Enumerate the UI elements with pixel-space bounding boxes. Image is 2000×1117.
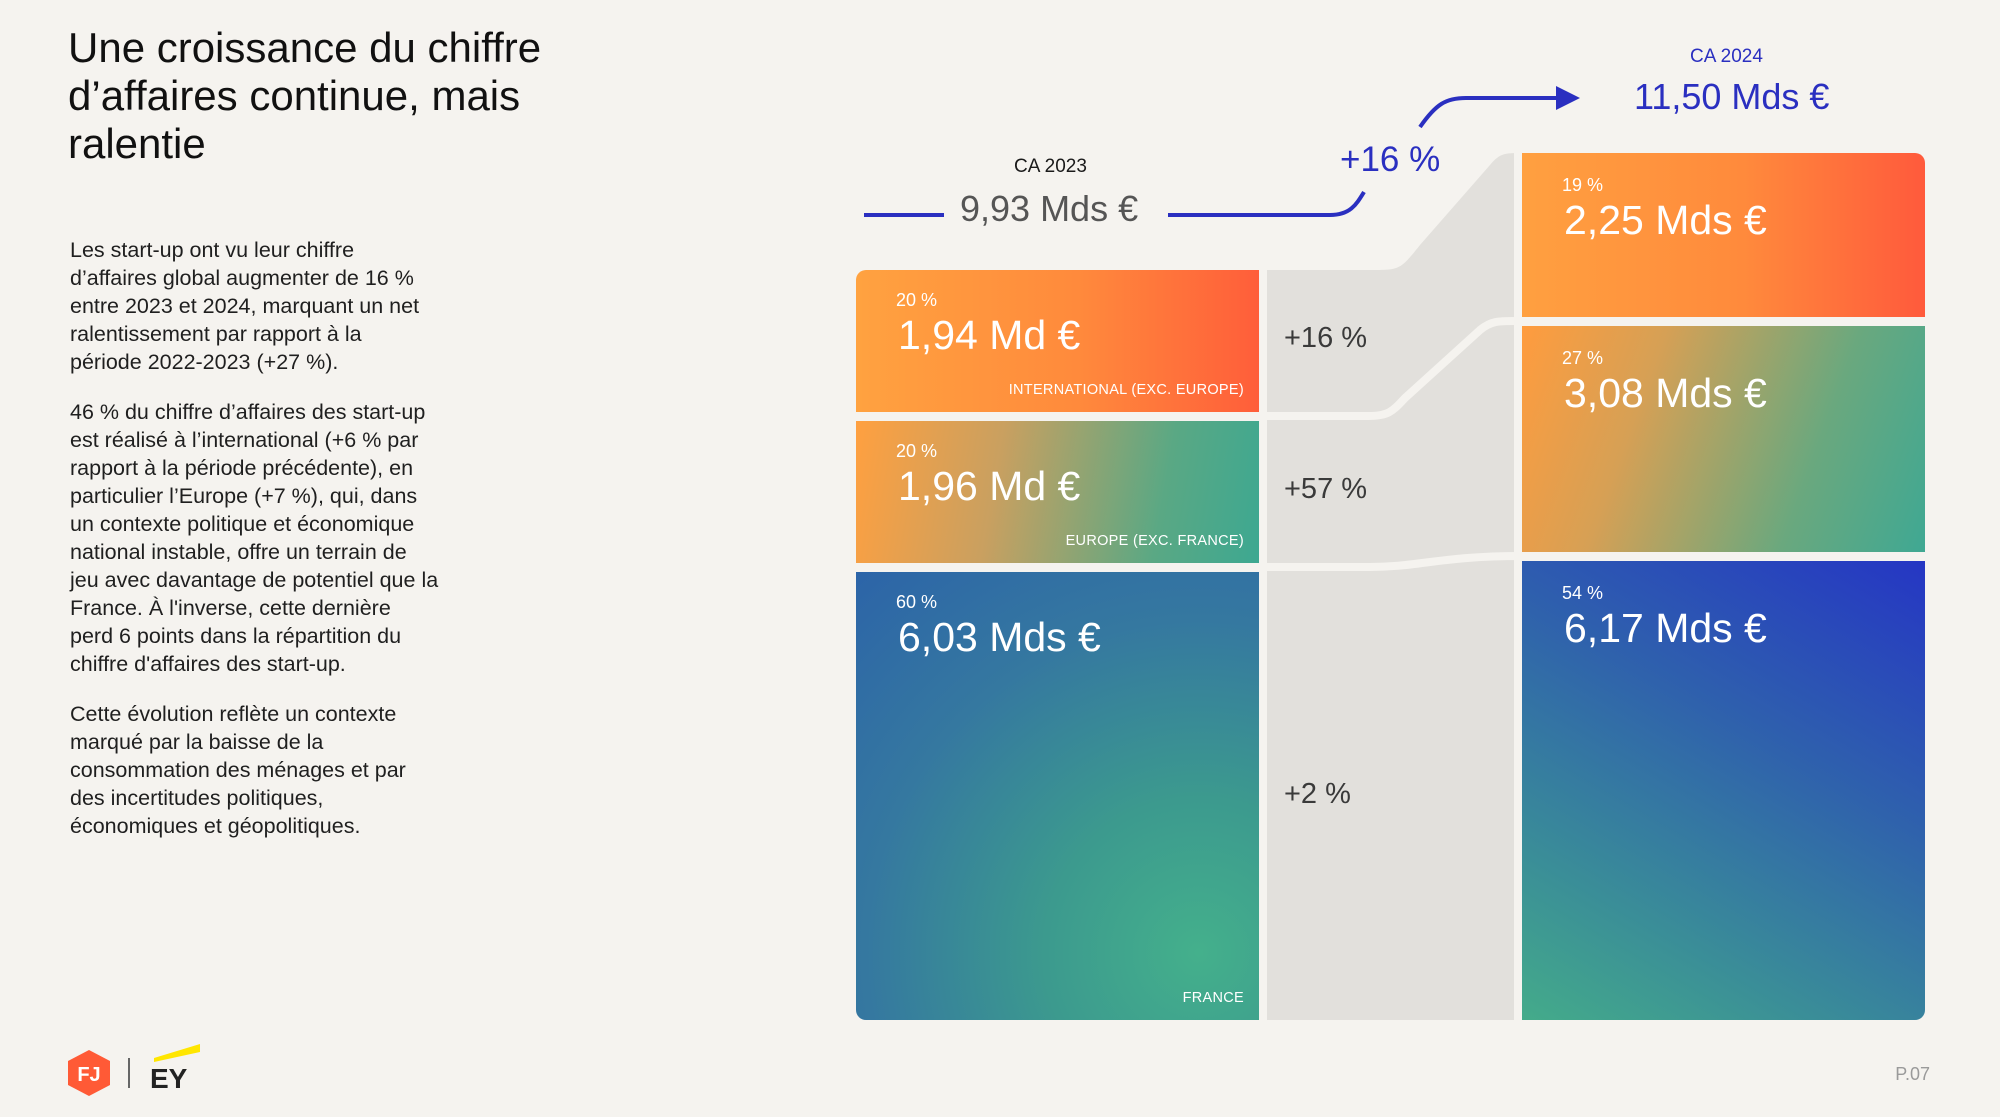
- ca2023-line-right: [1168, 190, 1366, 217]
- ca2023-label: CA 2023: [1014, 156, 1087, 177]
- ey-logo-text: EY: [150, 1063, 188, 1092]
- block-2023-france: 60 % 6,03 Mds € FRANCE: [856, 572, 1259, 1020]
- block-pct: 60 %: [896, 592, 938, 612]
- paragraph-1: Les start-up ont vu leur chiffre d’affai…: [70, 238, 420, 374]
- block-pct: 27 %: [1562, 348, 1604, 368]
- block-value: 1,96 Md €: [898, 463, 1081, 509]
- flow-separator-2: [1259, 552, 1523, 571]
- block-pct: 20 %: [896, 441, 938, 461]
- page-title: Une croissance du chiffre d’affaires con…: [68, 24, 542, 167]
- footer-divider: [128, 1058, 130, 1088]
- growth-france: +2 %: [1284, 778, 1351, 810]
- block-value: 3,08 Mds €: [1564, 370, 1767, 416]
- page-number: P.07: [1895, 1064, 1930, 1084]
- ey-logo: EY: [148, 1042, 204, 1097]
- growth-international: +16 %: [1284, 322, 1368, 354]
- ca2023-value: 9,93 Mds €: [960, 188, 1139, 229]
- paragraph-2: 46 % du chiffre d’affaires des start-up …: [70, 400, 439, 676]
- growth-europe: +57 %: [1284, 473, 1368, 505]
- block-region-label: EUROPE (EXC. FRANCE): [1065, 533, 1244, 549]
- block-2024-international: 19 % 2,25 Mds €: [1522, 153, 1925, 317]
- fj-logo-text: FJ: [77, 1064, 100, 1086]
- growth-arrow-head: [1556, 86, 1580, 110]
- block-2023-europe: 20 % 1,96 Md € EUROPE (EXC. FRANCE): [856, 421, 1259, 563]
- ca2024-value: 11,50 Mds €: [1634, 76, 1830, 117]
- flow-background: [1259, 153, 1522, 1020]
- block-value: 6,17 Mds €: [1564, 605, 1767, 651]
- block-region-label: INTERNATIONAL (EXC. EUROPE): [1008, 382, 1244, 398]
- growth-arrow: [1418, 96, 1560, 129]
- ey-logo-icon: EY: [150, 1044, 200, 1094]
- block-value: 6,03 Mds €: [898, 614, 1101, 660]
- paragraph-3: Cette évolution reflète un contexte marq…: [70, 702, 406, 838]
- block-region-label: FRANCE: [1182, 990, 1244, 1006]
- total-growth: +16 %: [1340, 140, 1441, 179]
- fj-logo-icon: FJ: [68, 1050, 110, 1096]
- ca2024-label: CA 2024: [1690, 46, 1763, 67]
- block-pct: 19 %: [1562, 175, 1604, 195]
- block-2023-international: 20 % 1,94 Md € INTERNATIONAL (EXC. EUROP…: [856, 270, 1259, 412]
- block-pct: 54 %: [1562, 583, 1604, 603]
- block-value: 1,94 Md €: [898, 312, 1081, 358]
- block-2024-europe: 27 % 3,08 Mds €: [1522, 326, 1925, 552]
- block-2024-france: 54 % 6,17 Mds €: [1522, 561, 1925, 1020]
- block-pct: 20 %: [896, 290, 938, 310]
- flow-separator-1: [1259, 316, 1523, 420]
- block-value: 2,25 Mds €: [1564, 197, 1767, 243]
